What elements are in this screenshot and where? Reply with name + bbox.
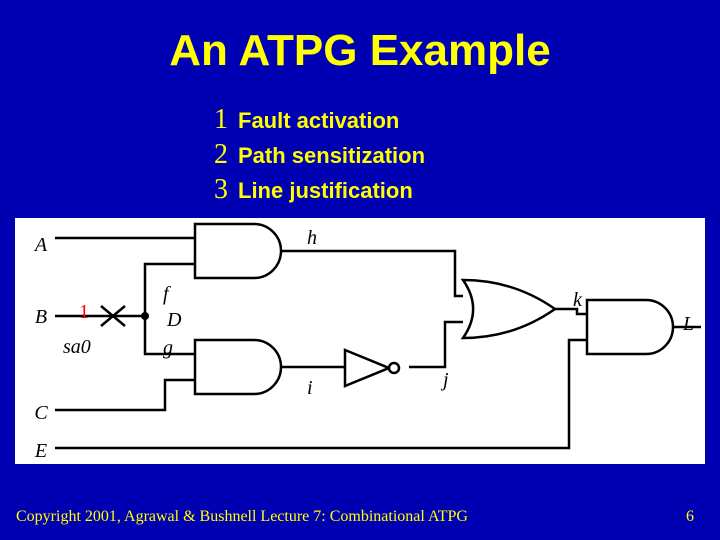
- svg-text:1: 1: [79, 301, 89, 323]
- footer-page-number: 6: [686, 508, 694, 526]
- svg-text:D: D: [166, 309, 182, 331]
- svg-text:sa0: sa0: [63, 336, 91, 358]
- svg-text:j: j: [440, 369, 449, 391]
- svg-text:h: h: [307, 227, 317, 249]
- step-1-text: Fault activation: [238, 107, 399, 135]
- svg-text:i: i: [307, 377, 313, 399]
- slide: An ATPG Example 1 Fault activation 2 Pat…: [0, 0, 720, 540]
- svg-text:B: B: [35, 306, 47, 328]
- step-3-text: Line justification: [238, 177, 413, 205]
- steps-list: 1 Fault activation 2 Path sensitization …: [214, 102, 425, 207]
- svg-text:f: f: [163, 283, 171, 305]
- svg-text:E: E: [34, 440, 47, 462]
- step-2: 2 Path sensitization: [214, 137, 425, 172]
- step-3: 3 Line justification: [214, 172, 425, 207]
- slide-title: An ATPG Example: [0, 26, 720, 76]
- svg-text:C: C: [34, 402, 48, 424]
- step-1: 1 Fault activation: [214, 102, 425, 137]
- svg-text:g: g: [163, 337, 173, 359]
- circuit-diagram: A B CE 1 sa0 fDg h i j k L: [15, 218, 705, 464]
- step-2-text: Path sensitization: [238, 142, 425, 170]
- svg-text:k: k: [573, 289, 583, 311]
- svg-text:L: L: [682, 313, 694, 335]
- step-3-num: 3: [214, 172, 228, 207]
- footer-copyright: Copyright 2001, Agrawal & Bushnell Lectu…: [16, 508, 468, 526]
- svg-text:A: A: [33, 234, 48, 256]
- step-1-num: 1: [214, 102, 228, 137]
- step-2-num: 2: [214, 137, 228, 172]
